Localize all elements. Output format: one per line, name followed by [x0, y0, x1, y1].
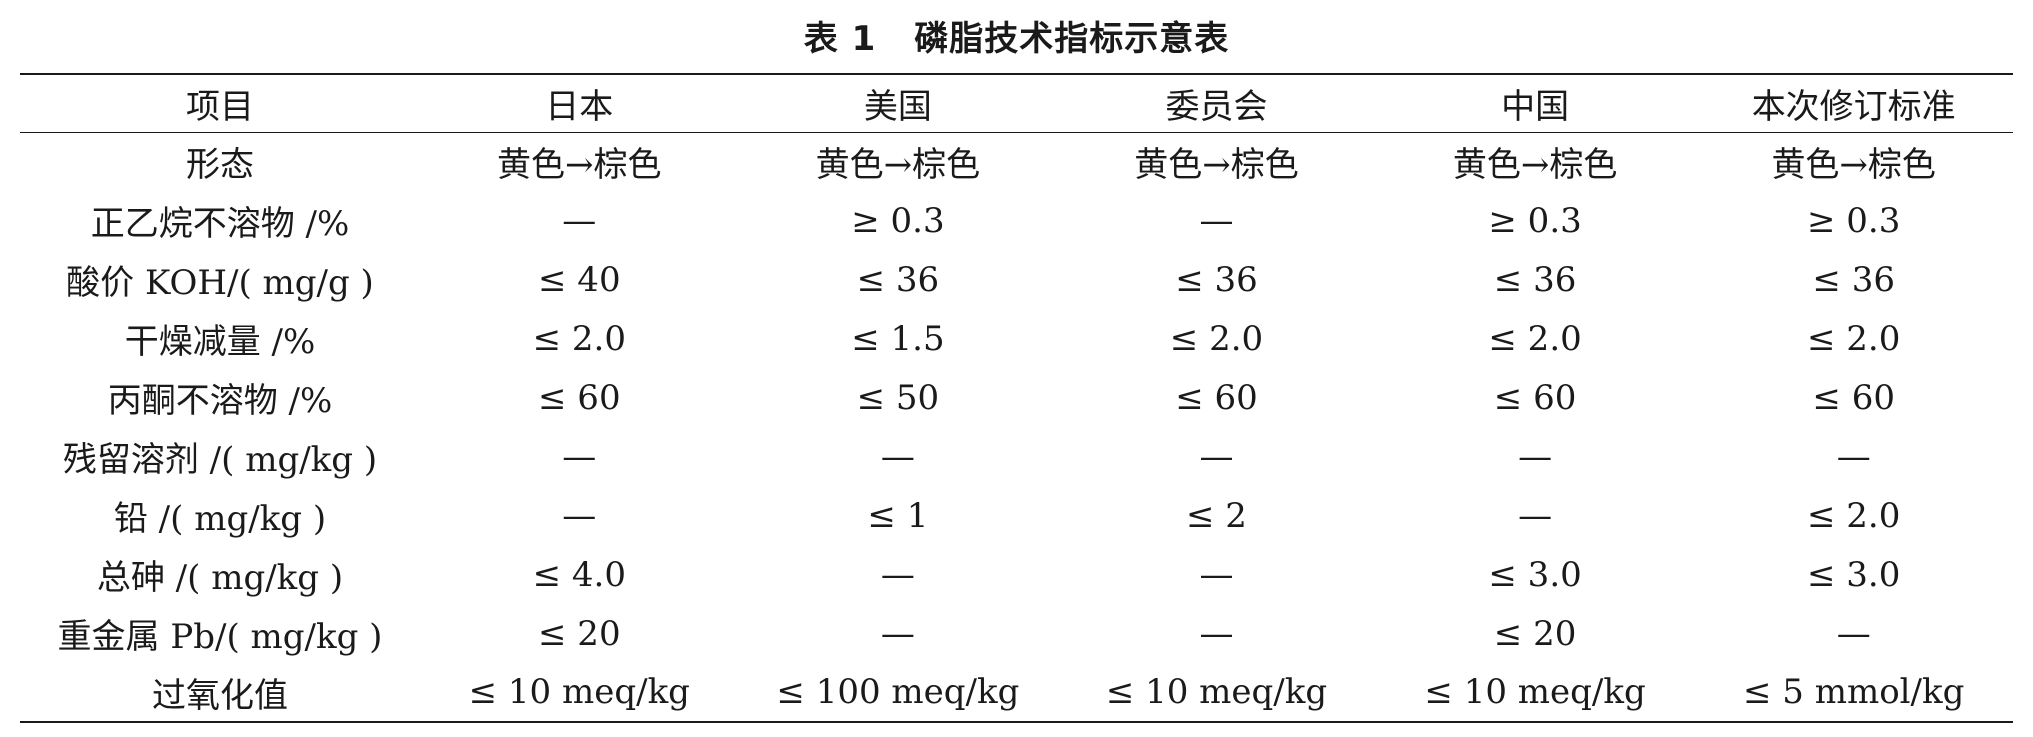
value-cell: 黄色→棕色	[1452, 145, 1618, 186]
value-cell: —	[880, 554, 915, 595]
value-cell: ≤ 2.0	[1807, 318, 1901, 359]
table-row: 正乙烷不溶物 /% — ≥ 0.3 — ≥ 0.3 ≥ 0.3	[20, 191, 2013, 250]
value-cell: —	[1518, 495, 1553, 536]
row-label-cell: 干燥减量 /%	[124, 322, 316, 362]
value-cell: ≤ 36	[1812, 259, 1895, 300]
value-cell: ≥ 0.3	[851, 200, 945, 241]
value-cell: —	[1836, 436, 1871, 477]
table-row: 重金属 Pb/( mg/kg ) ≤ 20 — — ≤ 20 —	[20, 604, 2013, 663]
value-cell: ≤ 100 meq/kg	[776, 672, 1020, 712]
row-label-cell: 铅 /( mg/kg )	[113, 499, 327, 539]
header-cell: 日本	[545, 86, 614, 127]
row-label-cell: 重金属 Pb/( mg/kg )	[57, 617, 383, 657]
value-cell: ≤ 60	[538, 377, 621, 418]
value-cell: —	[1199, 554, 1234, 595]
table-caption: 表 1 磷脂技术指标示意表	[0, 14, 2033, 64]
value-cell: —	[880, 436, 915, 477]
row-label-cell: 丙酮不溶物 /%	[107, 381, 333, 421]
value-cell: —	[1518, 436, 1553, 477]
value-cell: —	[562, 200, 597, 241]
value-cell: —	[880, 613, 915, 654]
value-cell: ≤ 2.0	[532, 318, 626, 359]
value-cell: ≤ 2	[1186, 495, 1247, 536]
header-cell: 本次修订标准	[1751, 86, 1956, 127]
row-label-cell: 总砷 /( mg/kg )	[96, 558, 344, 598]
value-cell: 黄色→棕色	[497, 145, 662, 186]
value-cell: —	[1199, 436, 1234, 477]
header-row: 项目 日本 美国 委员会 中国 本次修订标准	[20, 74, 2013, 132]
table-row: 酸价 KOH/( mg/g ) ≤ 40 ≤ 36 ≤ 36 ≤ 36 ≤ 36	[20, 250, 2013, 309]
value-cell: —	[1199, 613, 1234, 654]
value-cell: ≤ 60	[1175, 377, 1258, 418]
row-label-cell: 酸价 KOH/( mg/g )	[66, 263, 374, 303]
value-cell: —	[1836, 613, 1871, 654]
value-cell: 黄色→棕色	[1771, 145, 1936, 186]
header-cell: 委员会	[1165, 86, 1268, 127]
value-cell: ≤ 40	[538, 259, 621, 300]
value-cell: 黄色→棕色	[815, 145, 981, 186]
value-cell: ≤ 36	[1493, 259, 1577, 300]
value-cell: ≥ 0.3	[1807, 200, 1901, 241]
value-cell: ≤ 1	[867, 495, 929, 536]
table-row: 铅 /( mg/kg ) — ≤ 1 ≤ 2 — ≤ 2.0	[20, 486, 2013, 545]
value-cell: ≤ 20	[1493, 613, 1577, 654]
value-cell: ≤ 60	[1812, 377, 1895, 418]
table-row: 过氧化值 ≤ 10 meq/kg ≤ 100 meq/kg ≤ 10 meq/kg ≤ …	[20, 663, 2013, 722]
value-cell: ≥ 0.3	[1488, 200, 1582, 241]
value-cell: ≤ 10 meq/kg	[1424, 672, 1646, 712]
phospholipid-spec-table: 项目 日本 美国 委员会 中国 本次修订标准 形态 黄色→棕色 黄色→棕色 黄色→棕色…	[20, 73, 2013, 723]
value-cell: ≤ 36	[856, 259, 940, 300]
value-cell: —	[562, 495, 597, 536]
table-row: 残留溶剂 /( mg/kg ) — — — — —	[20, 427, 2013, 486]
table-row: 总砷 /( mg/kg ) ≤ 4.0 — — ≤ 3.0 ≤ 3.0	[20, 545, 2013, 604]
value-cell: ≤ 2.0	[1807, 495, 1901, 536]
value-cell: ≤ 2.0	[1169, 318, 1264, 359]
value-cell: ≤ 2.0	[1488, 318, 1582, 359]
table-body: 形态 黄色→棕色 黄色→棕色 黄色→棕色 黄色→棕色 黄色→棕色正乙烷不溶物 /% — ≥ 0…	[20, 132, 2013, 722]
value-cell: ≤ 36	[1175, 259, 1258, 300]
header-cell: 美国	[863, 86, 932, 127]
value-cell: —	[562, 436, 597, 477]
row-label-cell: 过氧化值	[152, 675, 288, 716]
value-cell: ≤ 1.5	[851, 318, 945, 359]
value-cell: ≤ 3.0	[1488, 554, 1582, 595]
header-cell: 项目	[186, 86, 254, 127]
value-cell: ≤ 50	[856, 377, 940, 418]
table-title: 磷脂技术指标示意表	[914, 19, 1230, 59]
value-cell: ≤ 4.0	[532, 554, 626, 595]
value-cell: ≤ 20	[538, 613, 621, 654]
row-label-cell: 形态	[186, 145, 254, 186]
table-row: 丙酮不溶物 /% ≤ 60 ≤ 50 ≤ 60 ≤ 60 ≤ 60	[20, 368, 2013, 427]
table-row: 形态 黄色→棕色 黄色→棕色 黄色→棕色 黄色→棕色 黄色→棕色	[20, 132, 2013, 191]
row-label-cell: 正乙烷不溶物 /%	[90, 204, 350, 244]
value-cell: 黄色→棕色	[1134, 145, 1299, 186]
value-cell: ≤ 5 mmol/kg	[1742, 672, 1965, 712]
value-cell: ≤ 3.0	[1807, 554, 1901, 595]
header-cell: 中国	[1501, 86, 1570, 127]
value-cell: —	[1199, 200, 1234, 241]
value-cell: ≤ 60	[1493, 377, 1577, 418]
table-row: 干燥减量 /% ≤ 2.0 ≤ 1.5 ≤ 2.0 ≤ 2.0 ≤ 2.0	[20, 309, 2013, 368]
value-cell: ≤ 10 meq/kg	[468, 672, 690, 712]
row-label-cell: 残留溶剂 /( mg/kg )	[62, 440, 378, 480]
table-number: 表 1	[803, 19, 877, 59]
value-cell: ≤ 10 meq/kg	[1105, 672, 1328, 712]
